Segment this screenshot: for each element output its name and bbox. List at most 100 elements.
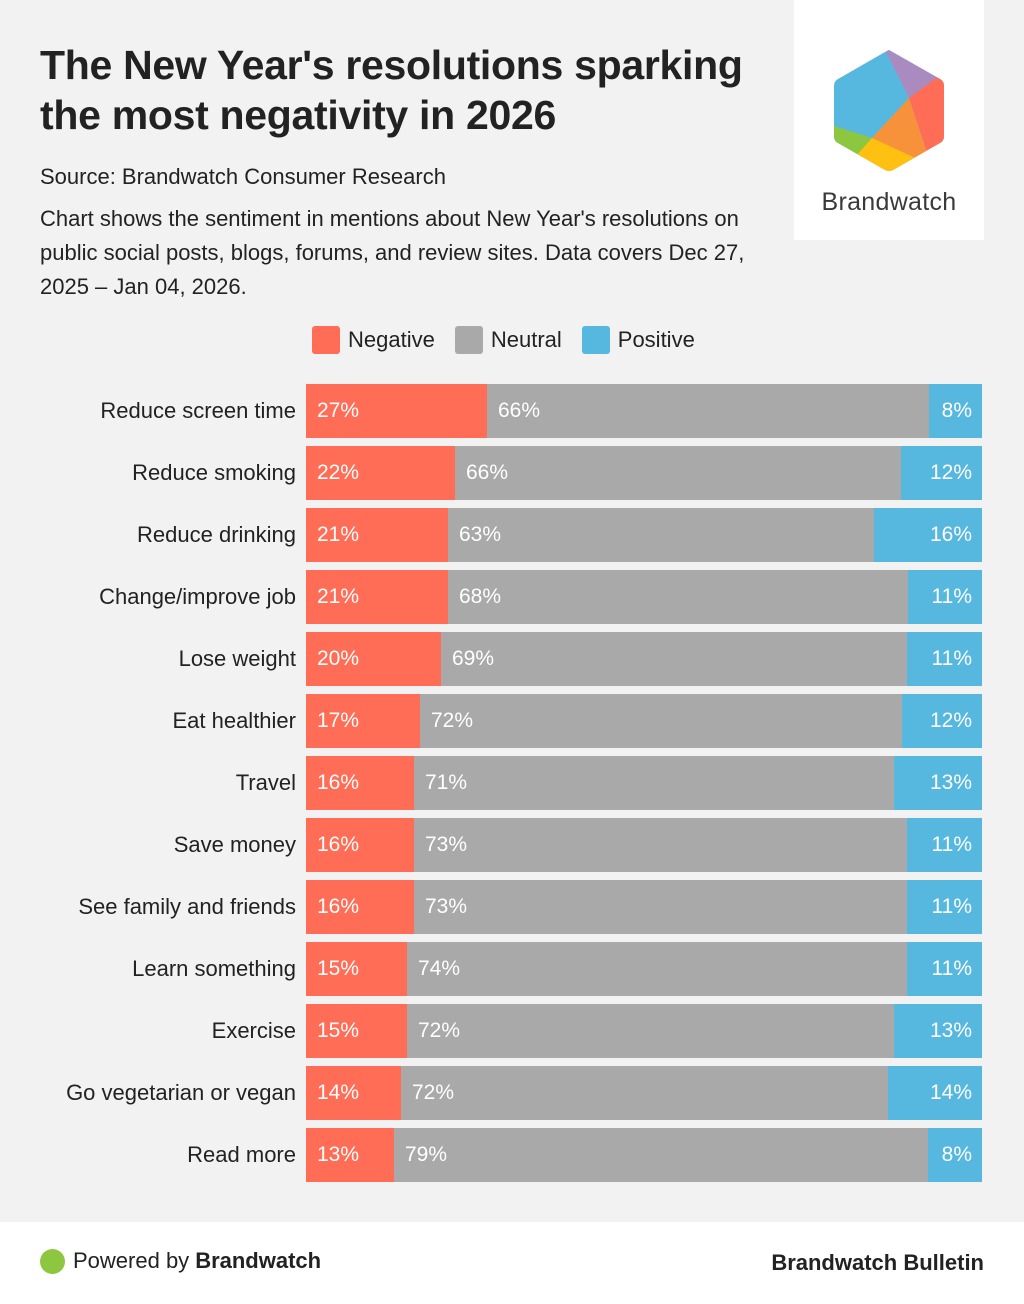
bar-segment-neutral: 73%	[414, 818, 907, 872]
stacked-bar: 21% 68% 11%	[306, 570, 982, 624]
stacked-bar: 17% 72% 12%	[306, 694, 982, 748]
data-label-positive: 12%	[929, 709, 972, 732]
brandwatch-bulletin-label: Brandwatch Bulletin	[771, 1250, 984, 1275]
source-text: Source: Brandwatch Consumer Research	[40, 164, 446, 189]
data-label-negative: 16%	[317, 771, 360, 794]
bar-segment-negative: 16%	[306, 756, 414, 810]
bar-segment-positive: 11%	[907, 880, 982, 934]
data-label-negative: 27%	[317, 399, 360, 422]
bar-segment-negative: 15%	[306, 1004, 407, 1058]
stacked-bar: 16% 73% 11%	[306, 818, 982, 872]
data-label-negative: 16%	[317, 895, 360, 918]
legend-label-positive: Positive	[617, 327, 695, 352]
data-label-negative: 15%	[317, 1019, 360, 1042]
bar-row: Reduce smoking 22% 66% 12%	[0, 446, 1024, 500]
legend-item-neutral: Neutral	[454, 326, 562, 354]
chart-legend: Negative Neutral Positive	[312, 326, 715, 354]
bar-segment-negative: 17%	[306, 694, 420, 748]
legend-swatch-negative	[312, 326, 340, 354]
data-label-positive: 14%	[929, 1081, 972, 1104]
data-label-neutral: 73%	[425, 895, 468, 918]
bar-segment-positive: 8%	[929, 384, 982, 438]
stacked-bar: 21% 63% 16%	[306, 508, 982, 562]
category-label: Reduce smoking	[132, 460, 296, 485]
data-label-positive: 16%	[929, 523, 972, 546]
brandwatch-logo-text: Brandwatch	[821, 188, 957, 216]
data-label-negative: 13%	[317, 1143, 360, 1166]
data-label-negative: 21%	[317, 585, 360, 608]
data-label-positive: 11%	[931, 647, 972, 670]
bar-segment-neutral: 66%	[455, 446, 901, 500]
data-label-neutral: 63%	[459, 523, 502, 546]
category-label: Save money	[173, 832, 296, 857]
data-label-neutral: 71%	[425, 771, 468, 794]
category-label: See family and friends	[78, 894, 296, 919]
legend-label-negative: Negative	[348, 327, 435, 352]
bar-segment-positive: 14%	[888, 1066, 982, 1120]
data-label-neutral: 72%	[412, 1081, 455, 1104]
bar-segment-positive: 11%	[907, 818, 982, 872]
data-label-negative: 14%	[317, 1081, 360, 1104]
category-label: Learn something	[132, 956, 296, 981]
data-label-negative: 17%	[317, 709, 360, 732]
bar-row: Read more 13% 79% 8%	[0, 1128, 1024, 1182]
bar-row: Save money 16% 73% 11%	[0, 818, 1024, 872]
legend-swatch-neutral	[454, 326, 483, 354]
stacked-bar: 13% 79% 8%	[306, 1128, 982, 1182]
bar-segment-neutral: 69%	[441, 632, 907, 686]
bar-segment-negative: 27%	[306, 384, 487, 438]
data-label-negative: 20%	[317, 647, 360, 670]
bar-row: Exercise 15% 72% 13%	[0, 1004, 1024, 1058]
bar-row: Lose weight 20% 69% 11%	[0, 632, 1024, 686]
data-label-positive: 8%	[941, 1143, 972, 1166]
bar-row: Eat healthier 17% 72% 12%	[0, 694, 1024, 748]
category-label: Go vegetarian or vegan	[66, 1080, 296, 1105]
chart-title: The New Year's resolutions sparking the …	[40, 42, 743, 138]
category-label: Exercise	[211, 1018, 296, 1043]
legend-item-positive: Positive	[581, 326, 695, 354]
bar-segment-neutral: 72%	[407, 1004, 894, 1058]
brandwatch-hexagon-logo-icon	[834, 50, 944, 171]
bar-segment-neutral: 73%	[414, 880, 907, 934]
data-label-positive: 13%	[929, 1019, 972, 1042]
bar-row: Go vegetarian or vegan 14% 72% 14%	[0, 1066, 1024, 1120]
data-label-neutral: 72%	[418, 1019, 461, 1042]
bar-segment-negative: 20%	[306, 632, 441, 686]
data-label-positive: 12%	[929, 461, 972, 484]
stacked-bar: 22% 66% 12%	[306, 446, 982, 500]
data-label-positive: 11%	[931, 895, 972, 918]
chart-description: Chart shows the sentiment in mentions ab…	[40, 206, 745, 299]
bar-segment-positive: 11%	[907, 942, 982, 996]
data-label-neutral: 72%	[431, 709, 474, 732]
data-label-positive: 13%	[929, 771, 972, 794]
green-dot-icon	[40, 1248, 65, 1274]
bar-segment-negative: 13%	[306, 1128, 394, 1182]
category-label: Change/improve job	[99, 584, 296, 609]
legend-item-negative: Negative	[312, 326, 435, 354]
bar-row: Reduce drinking 21% 63% 16%	[0, 508, 1024, 562]
category-label: Eat healthier	[172, 708, 296, 733]
bar-row: Reduce screen time 27% 66% 8%	[0, 384, 1024, 438]
data-label-positive: 11%	[931, 833, 972, 856]
stacked-bar: 16% 71% 13%	[306, 756, 982, 810]
legend-label-neutral: Neutral	[490, 327, 562, 352]
bar-row: Change/improve job 21% 68% 11%	[0, 570, 1024, 624]
data-label-negative: 15%	[317, 957, 360, 980]
data-label-neutral: 66%	[498, 399, 541, 422]
powered-by: Powered by Brandwatch	[40, 1248, 321, 1274]
bar-segment-positive: 12%	[901, 446, 982, 500]
bar-segment-negative: 15%	[306, 942, 407, 996]
bar-segment-neutral: 79%	[394, 1128, 928, 1182]
bar-row: See family and friends 16% 73% 11%	[0, 880, 1024, 934]
bar-row: Travel 16% 71% 13%	[0, 756, 1024, 810]
category-label: Read more	[187, 1142, 296, 1167]
category-label: Reduce drinking	[137, 522, 296, 547]
data-label-neutral: 73%	[425, 833, 468, 856]
powered-by-prefix: Powered by	[73, 1248, 190, 1273]
stacked-bar: 14% 72% 14%	[306, 1066, 982, 1120]
stacked-bar: 15% 72% 13%	[306, 1004, 982, 1058]
data-label-negative: 16%	[317, 833, 360, 856]
bar-segment-negative: 14%	[306, 1066, 401, 1120]
bar-segment-negative: 22%	[306, 446, 455, 500]
category-label: Travel	[235, 770, 296, 795]
